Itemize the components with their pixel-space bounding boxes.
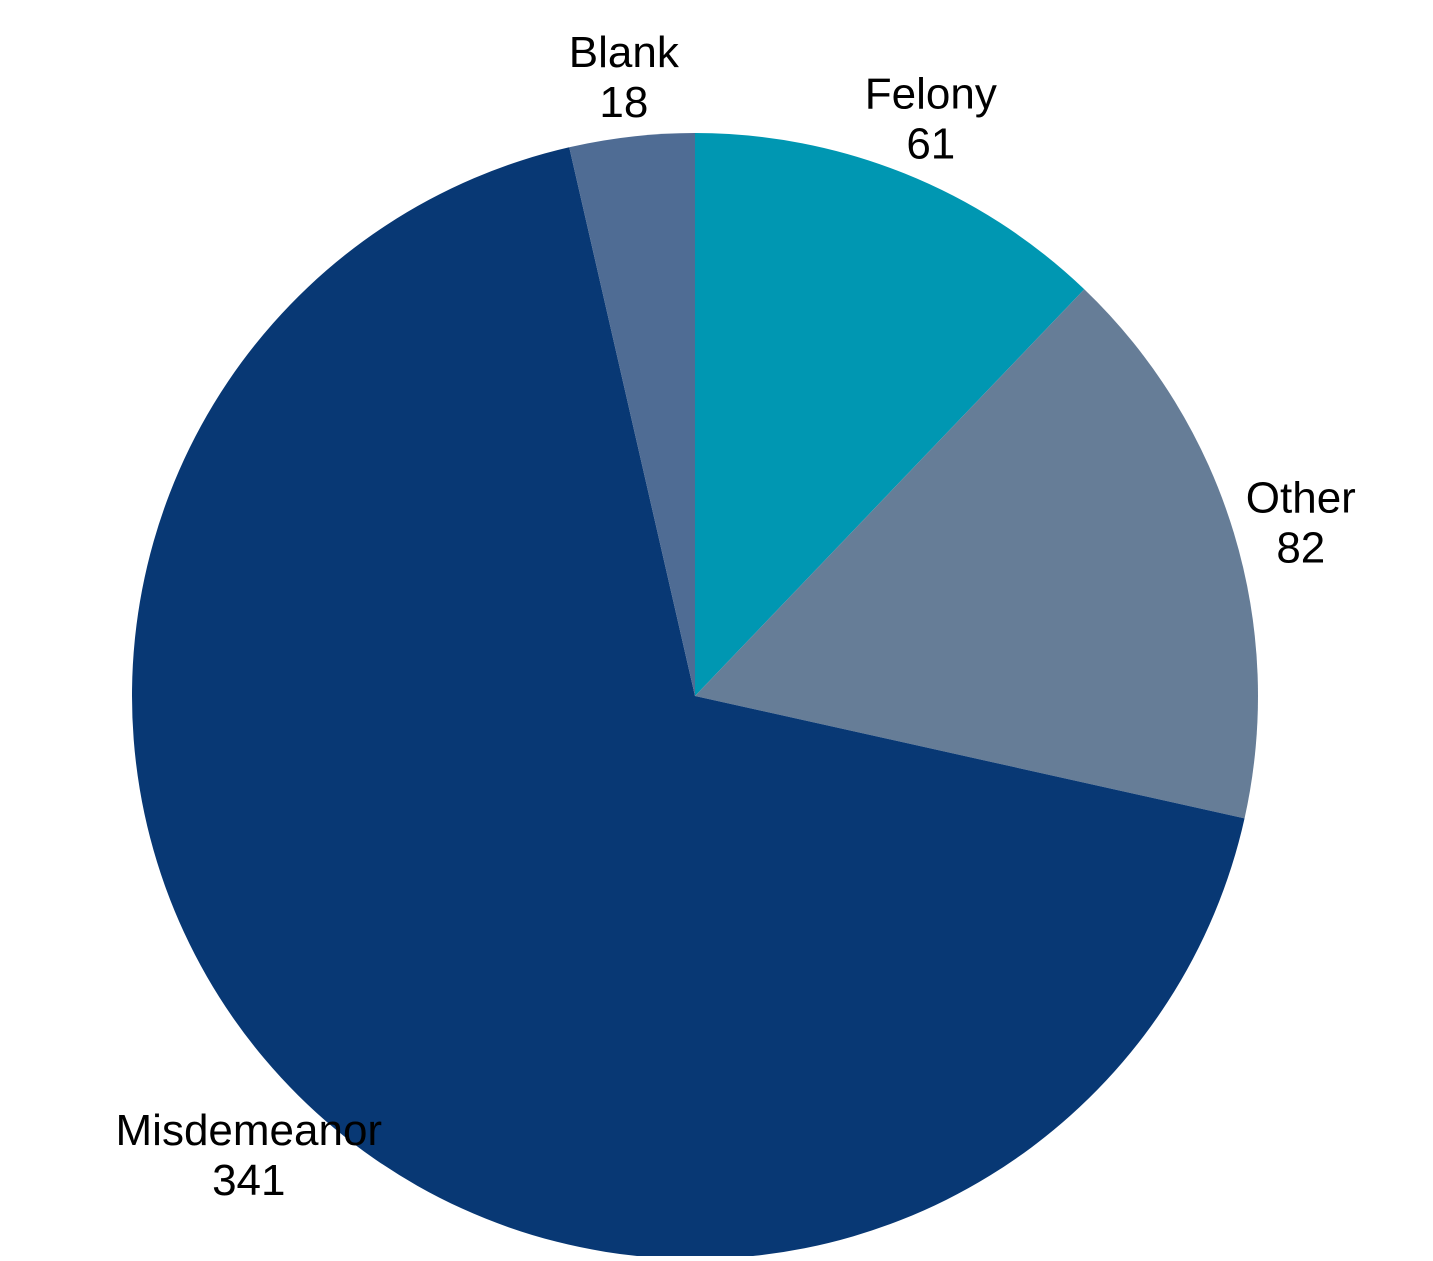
data-label-value: 341 xyxy=(212,1156,285,1205)
data-label-name: Other xyxy=(1246,473,1356,522)
pie-slice-misdemeanor xyxy=(131,147,1245,1260)
data-label-value: 82 xyxy=(1276,523,1325,572)
data-label-value: 61 xyxy=(906,120,955,169)
data-label-value: 18 xyxy=(599,78,648,127)
pie-slice-blank xyxy=(569,133,695,696)
data-label-name: Felony xyxy=(865,70,997,119)
pie-slice-felony xyxy=(695,133,1085,696)
data-label-name: Misdemeanor xyxy=(116,1106,383,1155)
pie-slice-other xyxy=(695,289,1259,819)
data-label-name: Blank xyxy=(569,28,680,77)
slices-layer xyxy=(131,133,1259,1260)
